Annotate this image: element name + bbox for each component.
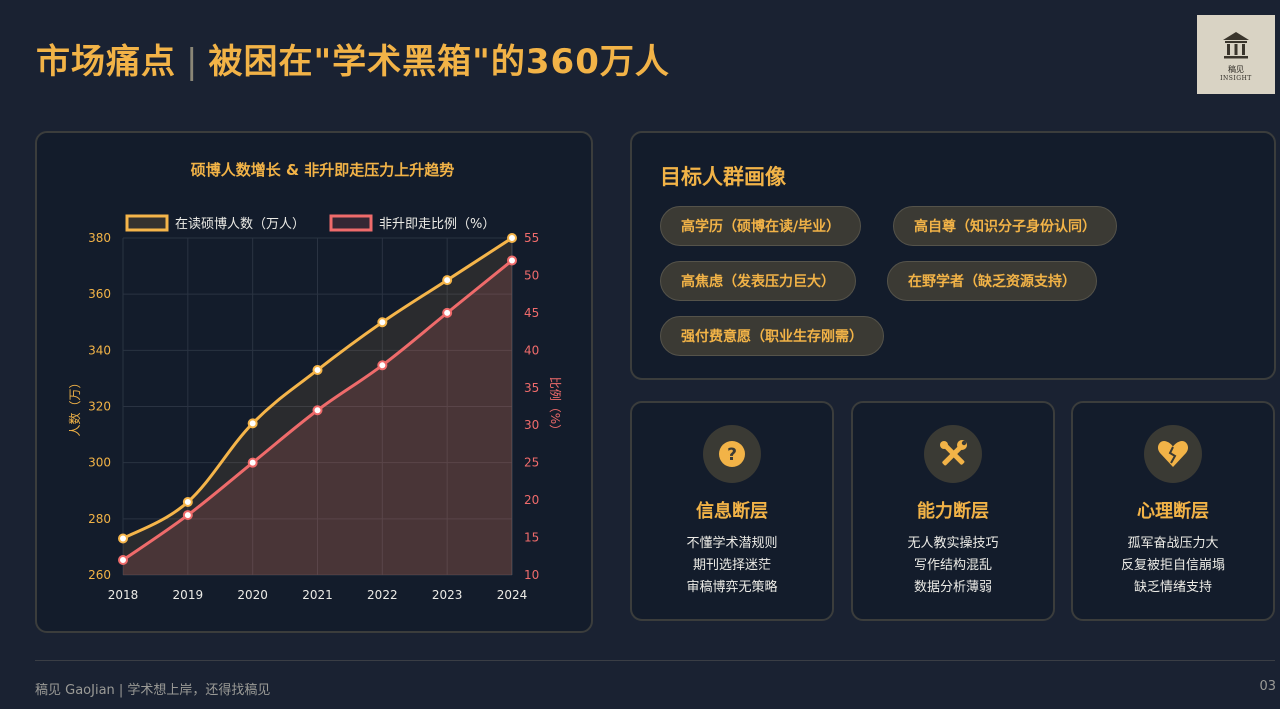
data-point-students bbox=[182, 496, 193, 507]
data-point-ratio bbox=[442, 307, 453, 318]
card-title: 能力断层 bbox=[917, 501, 989, 522]
title-main: 市场痛点 bbox=[36, 42, 176, 82]
y-tick-label: 360 bbox=[88, 287, 111, 301]
svg-text:?: ? bbox=[727, 445, 737, 465]
data-point-ratio bbox=[312, 405, 323, 416]
y-tick-label: 300 bbox=[88, 456, 111, 470]
y2-tick-label: 30 bbox=[524, 418, 539, 432]
logo-sub: INSIGHT bbox=[1220, 74, 1252, 82]
footer-text: 稿见 GaoJian | 学术想上岸，还得找稿见 bbox=[35, 683, 271, 698]
card-line: 写作结构混乱 bbox=[913, 558, 992, 573]
persona-panel: 目标人群画像 高学历（硕博在读/毕业） 高自尊（知识分子身份认同） 高焦虑（发表… bbox=[630, 131, 1276, 380]
persona-tag-education: 高学历（硕博在读/毕业） bbox=[660, 206, 862, 246]
data-point-students bbox=[312, 364, 323, 375]
card-icon-circle bbox=[1144, 425, 1202, 483]
data-point-students bbox=[377, 317, 388, 328]
page-title: 市场痛点 | 被困在"学术黑箱"的360万人 bbox=[36, 34, 670, 83]
y2-tick-label: 45 bbox=[524, 306, 539, 320]
legend-label-ratio: 非升即走比例（%） bbox=[379, 217, 495, 232]
persona-tag-anxiety: 高焦虑（发表压力巨大） bbox=[660, 261, 856, 301]
y2-tick-label: 40 bbox=[524, 343, 539, 357]
legend-label-students: 在读硕博人数（万人） bbox=[175, 217, 305, 232]
data-point-ratio bbox=[118, 555, 128, 566]
card-title: 心理断层 bbox=[1137, 501, 1209, 522]
x-tick-label: 2018 bbox=[108, 588, 139, 602]
x-tick-label: 2022 bbox=[367, 588, 398, 602]
y-tick-label: 320 bbox=[88, 400, 111, 414]
card-line: 不懂学术潜规则 bbox=[686, 536, 778, 551]
card-title: 信息断层 bbox=[696, 501, 768, 522]
y2-axis-label: 比例（%） bbox=[548, 377, 562, 436]
y2-tick-label: 35 bbox=[524, 381, 539, 395]
card-line: 缺乏情绪支持 bbox=[1133, 580, 1212, 595]
card-line: 数据分析薄弱 bbox=[913, 580, 992, 595]
x-tick-label: 2020 bbox=[237, 588, 268, 602]
persona-tag-self-esteem: 高自尊（知识分子身份认同） bbox=[893, 206, 1117, 246]
footer-divider bbox=[35, 660, 1275, 661]
y2-tick-label: 20 bbox=[524, 493, 539, 507]
y2-tick-label: 15 bbox=[524, 531, 539, 545]
y2-tick-label: 10 bbox=[524, 568, 539, 582]
y-tick-label: 260 bbox=[88, 568, 111, 582]
card-info-gap: ? 信息断层 不懂学术潜规则 期刊选择迷茫 审稿博弈无策略 bbox=[630, 401, 834, 621]
trend-chart: 硕博人数增长 & 非升即走压力上升趋势 260 280 300 320 340 360 380… bbox=[67, 161, 562, 602]
y-axis-label: 人数（万） bbox=[67, 376, 82, 436]
academy-building-icon bbox=[1223, 31, 1249, 58]
y2-tick-label: 50 bbox=[524, 268, 539, 282]
chart-title: 硕博人数增长 & 非升即走压力上升趋势 bbox=[191, 161, 455, 179]
persona-tag-independent-scholar: 在野学者（缺乏资源支持） bbox=[887, 261, 1097, 301]
persona-tag-willingness-to-pay: 强付费意愿（职业生存刚需） bbox=[660, 316, 884, 356]
x-tick-label: 2021 bbox=[302, 588, 333, 602]
legend-swatch-students bbox=[125, 214, 169, 232]
card-skill-gap: 能力断层 无人教实操技巧 写作结构混乱 数据分析薄弱 bbox=[851, 401, 1055, 621]
data-point-students bbox=[247, 418, 258, 429]
y2-tick-label: 55 bbox=[524, 231, 539, 245]
x-tick-label: 2019 bbox=[173, 588, 204, 602]
card-line: 无人教实操技巧 bbox=[907, 536, 999, 551]
data-point-students bbox=[118, 533, 128, 544]
y-tick-label: 340 bbox=[88, 343, 111, 357]
y-tick-label: 280 bbox=[88, 512, 111, 526]
card-line: 反复被拒自信崩塌 bbox=[1120, 558, 1225, 573]
card-icon-circle bbox=[924, 425, 982, 483]
title-separator: | bbox=[186, 42, 199, 82]
data-point-ratio bbox=[507, 255, 517, 266]
logo-name: 稿见 bbox=[1228, 64, 1244, 74]
data-point-ratio bbox=[247, 457, 258, 468]
legend-swatch-ratio bbox=[329, 214, 373, 232]
data-point-students bbox=[507, 233, 517, 243]
data-point-ratio bbox=[377, 360, 388, 371]
card-line: 期刊选择迷茫 bbox=[692, 558, 771, 573]
data-point-ratio bbox=[182, 510, 193, 521]
tools-icon bbox=[940, 440, 967, 466]
card-mental-gap: 心理断层 孤军奋战压力大 反复被拒自信崩塌 缺乏情绪支持 bbox=[1071, 401, 1275, 621]
persona-title: 目标人群画像 bbox=[660, 165, 786, 189]
chart-panel: 硕博人数增长 & 非升即走压力上升趋势 260 280 300 320 340 360 380… bbox=[35, 131, 593, 633]
title-sub: 被困在"学术黑箱"的360万人 bbox=[208, 42, 670, 82]
series-area-ratio bbox=[123, 260, 512, 575]
x-tick-label: 2023 bbox=[432, 588, 463, 602]
brand-logo: 稿见 INSIGHT bbox=[1197, 15, 1275, 94]
card-icon-circle: ? bbox=[703, 425, 761, 483]
data-point-students bbox=[442, 275, 453, 286]
card-line: 审稿博弈无策略 bbox=[686, 580, 778, 595]
page-number: 03 bbox=[1259, 679, 1276, 694]
y-tick-label: 380 bbox=[88, 231, 111, 245]
x-tick-label: 2024 bbox=[497, 588, 528, 602]
y2-tick-label: 25 bbox=[524, 456, 539, 470]
broken-heart-icon bbox=[1157, 441, 1189, 467]
card-line: 孤军奋战压力大 bbox=[1127, 536, 1219, 551]
question-icon: ? bbox=[719, 441, 745, 467]
